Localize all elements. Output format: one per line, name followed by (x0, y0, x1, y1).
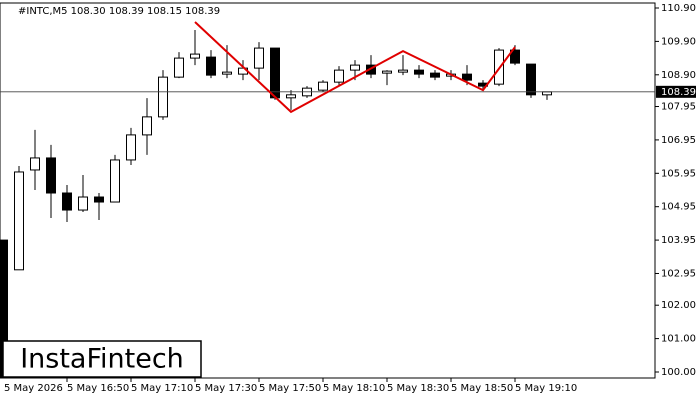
current-price-label: 108.39 (661, 87, 696, 98)
candle-body (190, 53, 200, 59)
pattern-line (194, 21, 516, 114)
candle-body (350, 64, 360, 71)
candle-body (542, 91, 552, 96)
candle-body (382, 70, 392, 74)
y-tick-label: 106.95 (661, 135, 696, 146)
candle-body (46, 157, 56, 194)
candle-body (0, 239, 8, 378)
plot-frame (0, 2, 656, 379)
y-tick-label: 102.00 (661, 300, 696, 311)
candle-body (430, 72, 440, 78)
y-tick-label: 108.90 (661, 70, 696, 81)
candle-body (462, 73, 472, 81)
x-tick-label: 5 May 16:50 (67, 383, 129, 394)
candle-body (414, 69, 424, 75)
watermark: InstaFintech (20, 344, 184, 375)
candle-body (110, 159, 120, 203)
candle-body (126, 134, 136, 161)
candle-body (174, 57, 184, 78)
candle-body (62, 192, 72, 211)
x-tick-label: 5 May 18:50 (451, 383, 513, 394)
chart-title: #INTC,M5 108.30 108.39 108.15 108.39 (18, 6, 220, 17)
candle-body (270, 47, 280, 99)
x-tick-label: 5 May 18:10 (323, 383, 385, 394)
candle-body (286, 94, 296, 99)
candle-body (78, 196, 88, 211)
candle-body (254, 47, 264, 69)
y-tick-label: 100.00 (661, 367, 696, 378)
x-tick-label: 5 May 2026 (4, 383, 63, 394)
candle-body (526, 63, 536, 96)
y-tick-label: 110.90 (661, 3, 696, 14)
candle-body (366, 64, 376, 75)
y-tick-label: 107.95 (661, 102, 696, 113)
candle-body (206, 56, 216, 76)
x-tick-label: 5 May 17:30 (195, 383, 257, 394)
y-tick-label: 105.95 (661, 168, 696, 179)
x-tick-label: 5 May 17:50 (259, 383, 321, 394)
candle-body (94, 196, 104, 203)
candle-body (14, 171, 24, 271)
candle-body (222, 71, 232, 75)
y-tick-label: 101.00 (661, 334, 696, 345)
x-tick-label: 5 May 17:10 (131, 383, 193, 394)
candle-body (334, 69, 344, 83)
candle-body (30, 157, 40, 171)
x-tick-label: 5 May 18:30 (387, 383, 449, 394)
candle-body (510, 49, 520, 64)
current-price-box (656, 85, 696, 98)
candle-body (318, 81, 328, 91)
y-tick-label: 103.95 (661, 235, 696, 246)
watermark-box (2, 340, 202, 378)
candle-body (142, 116, 152, 136)
candle-body (158, 76, 168, 118)
y-tick-label: 104.95 (661, 202, 696, 213)
y-tick-label: 109.90 (661, 36, 696, 47)
y-tick-label: 102.95 (661, 268, 696, 279)
candle-body (398, 69, 408, 73)
x-tick-label: 5 May 19:10 (515, 383, 577, 394)
